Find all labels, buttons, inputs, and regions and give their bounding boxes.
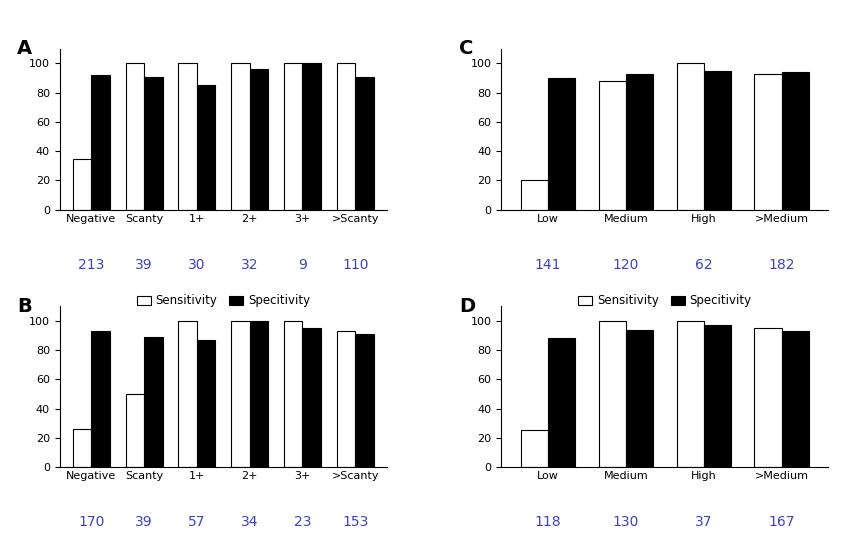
Bar	[703, 71, 730, 210]
Bar	[125, 394, 144, 467]
Bar	[520, 431, 548, 467]
Text: 23: 23	[293, 515, 310, 529]
Text: 130: 130	[612, 515, 638, 529]
Bar	[125, 64, 144, 210]
Bar	[144, 77, 162, 210]
Bar	[336, 331, 355, 467]
Bar	[284, 321, 302, 467]
Text: 62: 62	[694, 258, 711, 272]
Bar	[302, 64, 321, 210]
Bar	[520, 180, 548, 210]
Text: 170: 170	[78, 515, 105, 529]
Bar	[144, 337, 162, 467]
Text: 153: 153	[341, 515, 368, 529]
Bar	[178, 321, 197, 467]
Text: B: B	[17, 296, 32, 315]
Bar	[91, 75, 110, 210]
Legend: Sensitivity, Specitivity: Sensitivity, Specitivity	[572, 289, 756, 312]
Text: 30: 30	[188, 258, 206, 272]
Bar	[91, 331, 110, 467]
Bar	[302, 328, 321, 467]
Text: 120: 120	[612, 258, 638, 272]
Bar	[625, 74, 653, 210]
Text: 37: 37	[694, 515, 711, 529]
Bar	[676, 321, 703, 467]
Text: 9: 9	[298, 258, 306, 272]
Bar	[284, 64, 302, 210]
Bar	[355, 334, 374, 467]
Bar	[249, 70, 268, 210]
Text: 167: 167	[768, 515, 794, 529]
Bar	[231, 64, 249, 210]
Bar	[197, 340, 215, 467]
Text: 39: 39	[136, 515, 153, 529]
Text: 182: 182	[768, 258, 794, 272]
Bar	[231, 321, 249, 467]
Bar	[780, 72, 808, 210]
Bar	[703, 325, 730, 467]
Text: D: D	[458, 296, 474, 315]
Bar	[753, 328, 780, 467]
Text: 213: 213	[78, 258, 105, 272]
Bar	[178, 64, 197, 210]
Text: 141: 141	[534, 258, 560, 272]
Text: 34: 34	[241, 515, 258, 529]
Bar	[197, 85, 215, 210]
Bar	[249, 321, 268, 467]
Text: 32: 32	[241, 258, 258, 272]
Bar	[73, 429, 91, 467]
Bar	[355, 77, 374, 210]
Bar	[676, 64, 703, 210]
Bar	[598, 81, 625, 210]
Text: 118: 118	[534, 515, 560, 529]
Bar	[548, 338, 575, 467]
Bar	[73, 159, 91, 210]
Text: 110: 110	[341, 258, 368, 272]
Bar	[625, 330, 653, 467]
Text: 39: 39	[136, 258, 153, 272]
Bar	[598, 321, 625, 467]
Bar	[780, 331, 808, 467]
Text: C: C	[458, 39, 473, 58]
Legend: Sensitivity, Specitivity: Sensitivity, Specitivity	[131, 289, 315, 312]
Bar	[753, 74, 780, 210]
Text: A: A	[17, 39, 32, 58]
Bar	[336, 64, 355, 210]
Text: 57: 57	[188, 515, 206, 529]
Bar	[548, 78, 575, 210]
